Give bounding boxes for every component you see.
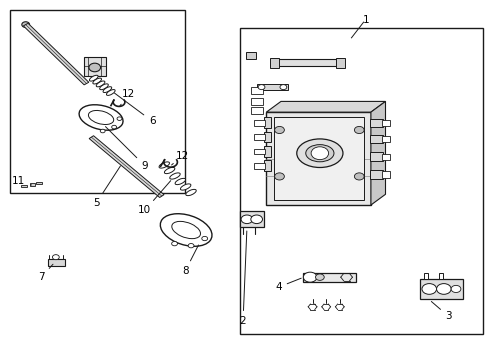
Polygon shape	[250, 98, 263, 105]
Text: 4: 4	[275, 278, 301, 292]
Text: 9: 9	[105, 127, 148, 171]
Bar	[10, 10, 185, 193]
Text: 1: 1	[362, 15, 368, 25]
Ellipse shape	[180, 184, 190, 190]
Circle shape	[421, 284, 436, 294]
Polygon shape	[370, 102, 385, 205]
Ellipse shape	[171, 221, 200, 239]
Polygon shape	[369, 118, 382, 127]
Text: 11: 11	[12, 176, 31, 186]
Ellipse shape	[305, 145, 333, 162]
Text: 7: 7	[38, 264, 53, 282]
Circle shape	[310, 147, 328, 159]
Text: 12: 12	[171, 151, 188, 165]
Ellipse shape	[175, 178, 185, 185]
Bar	[21, 185, 27, 187]
Circle shape	[274, 173, 284, 180]
Text: 3: 3	[430, 301, 451, 321]
Bar	[245, 52, 255, 59]
Polygon shape	[264, 146, 271, 157]
Circle shape	[188, 243, 194, 248]
Polygon shape	[302, 273, 356, 282]
Circle shape	[202, 237, 207, 241]
Ellipse shape	[296, 139, 342, 167]
Text: 12: 12	[119, 89, 135, 107]
Bar	[36, 182, 42, 184]
Polygon shape	[254, 134, 264, 140]
Polygon shape	[239, 211, 264, 227]
Circle shape	[280, 85, 286, 90]
Polygon shape	[89, 136, 163, 198]
Polygon shape	[23, 23, 89, 85]
Text: 2: 2	[239, 231, 246, 326]
Polygon shape	[369, 170, 382, 179]
Circle shape	[258, 85, 264, 90]
Polygon shape	[419, 279, 462, 298]
Ellipse shape	[159, 162, 169, 168]
Circle shape	[22, 22, 30, 27]
Bar	[272, 59, 340, 66]
Polygon shape	[84, 57, 106, 76]
Circle shape	[354, 126, 364, 134]
Polygon shape	[250, 107, 263, 114]
Ellipse shape	[96, 81, 105, 87]
Circle shape	[52, 255, 59, 260]
Text: 10: 10	[138, 181, 170, 215]
Circle shape	[241, 215, 252, 224]
Ellipse shape	[160, 214, 212, 246]
Polygon shape	[254, 120, 264, 126]
Circle shape	[303, 272, 316, 282]
Polygon shape	[381, 171, 389, 178]
Circle shape	[117, 117, 122, 121]
Bar	[30, 183, 35, 186]
Polygon shape	[256, 84, 287, 90]
Ellipse shape	[89, 75, 98, 81]
Ellipse shape	[93, 78, 102, 84]
Circle shape	[89, 63, 101, 72]
Polygon shape	[424, 273, 427, 279]
Ellipse shape	[106, 90, 115, 95]
Ellipse shape	[103, 87, 111, 93]
Text: 5: 5	[93, 166, 120, 208]
Text: 6: 6	[114, 93, 155, 126]
Polygon shape	[266, 112, 370, 205]
Circle shape	[111, 125, 116, 129]
Bar	[335, 58, 344, 68]
Circle shape	[450, 285, 460, 293]
Polygon shape	[250, 87, 263, 94]
Ellipse shape	[100, 84, 108, 90]
Ellipse shape	[164, 167, 175, 174]
Polygon shape	[381, 136, 389, 142]
Polygon shape	[369, 153, 382, 161]
Text: 8: 8	[182, 245, 198, 276]
Bar	[273, 117, 363, 200]
Circle shape	[250, 215, 262, 224]
Polygon shape	[264, 117, 271, 128]
Polygon shape	[264, 132, 271, 143]
Circle shape	[315, 274, 324, 280]
Circle shape	[171, 242, 177, 246]
Polygon shape	[369, 135, 382, 143]
Polygon shape	[254, 149, 264, 154]
Ellipse shape	[169, 173, 180, 179]
Polygon shape	[266, 102, 385, 112]
Bar	[239, 28, 482, 334]
Ellipse shape	[185, 189, 196, 195]
Polygon shape	[438, 273, 442, 279]
Circle shape	[274, 126, 284, 134]
Polygon shape	[47, 259, 64, 266]
Circle shape	[354, 173, 364, 180]
Circle shape	[100, 129, 105, 133]
Polygon shape	[254, 163, 264, 168]
Circle shape	[436, 284, 450, 294]
Bar	[270, 58, 279, 68]
Ellipse shape	[79, 105, 123, 130]
Polygon shape	[381, 120, 389, 126]
Polygon shape	[264, 160, 271, 171]
Ellipse shape	[88, 111, 114, 125]
Polygon shape	[381, 154, 389, 160]
